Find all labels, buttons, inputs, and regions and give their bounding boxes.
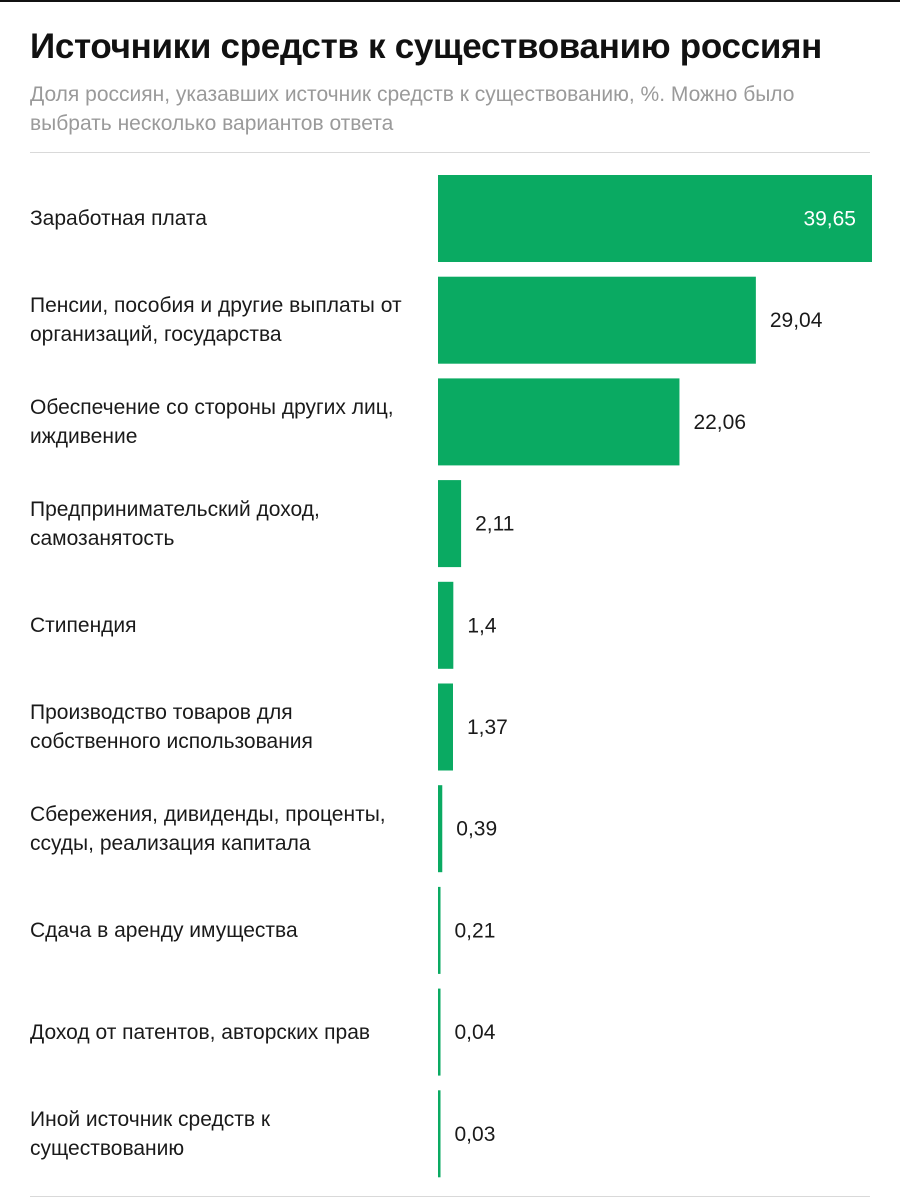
value-label: 39,65	[803, 208, 856, 231]
category-label: Пенсии, пособия и другие выплаты от орга…	[30, 294, 402, 347]
category-label: Сдача в аренду имущества	[30, 918, 298, 942]
value-label: 0,39	[456, 818, 497, 841]
bar	[438, 581, 454, 669]
top-rule	[0, 0, 900, 2]
bar	[438, 1090, 441, 1178]
category-label: Сбережения, дивиденды, проценты, ссуды, …	[30, 802, 386, 855]
bar	[438, 988, 441, 1076]
value-label: 22,06	[693, 411, 746, 434]
bar	[438, 378, 680, 466]
bar	[438, 276, 756, 364]
value-label: 29,04	[770, 309, 823, 332]
bar	[438, 886, 441, 974]
bar	[438, 683, 453, 771]
category-label: Доход от патентов, авторских прав	[30, 1020, 371, 1044]
value-label: 2,11	[475, 513, 514, 536]
bar	[438, 480, 462, 568]
chart-subtitle: Доля россиян, указавших источник средств…	[30, 83, 795, 135]
header-divider	[30, 152, 870, 153]
category-label: Предпринимательский доход, самозанятость	[30, 497, 320, 550]
category-label: Обеспечение со стороны других лиц, иждив…	[30, 395, 394, 448]
chart-title: Источники средств к существованию россия…	[30, 27, 822, 66]
bar	[438, 175, 872, 262]
value-label: 0,04	[455, 1021, 496, 1044]
value-label: 0,03	[455, 1123, 496, 1146]
category-label: Иной источник средств к существованию	[30, 1107, 271, 1160]
category-label: Стипендия	[30, 613, 137, 637]
value-label: 1,37	[467, 716, 508, 739]
footer-divider	[30, 1196, 870, 1197]
bar	[438, 785, 443, 873]
value-label: 0,21	[455, 919, 496, 942]
category-label: Производство товаров для собственного ис…	[30, 701, 313, 753]
category-label: Заработная плата	[30, 207, 207, 230]
value-label: 1,4	[467, 614, 497, 637]
